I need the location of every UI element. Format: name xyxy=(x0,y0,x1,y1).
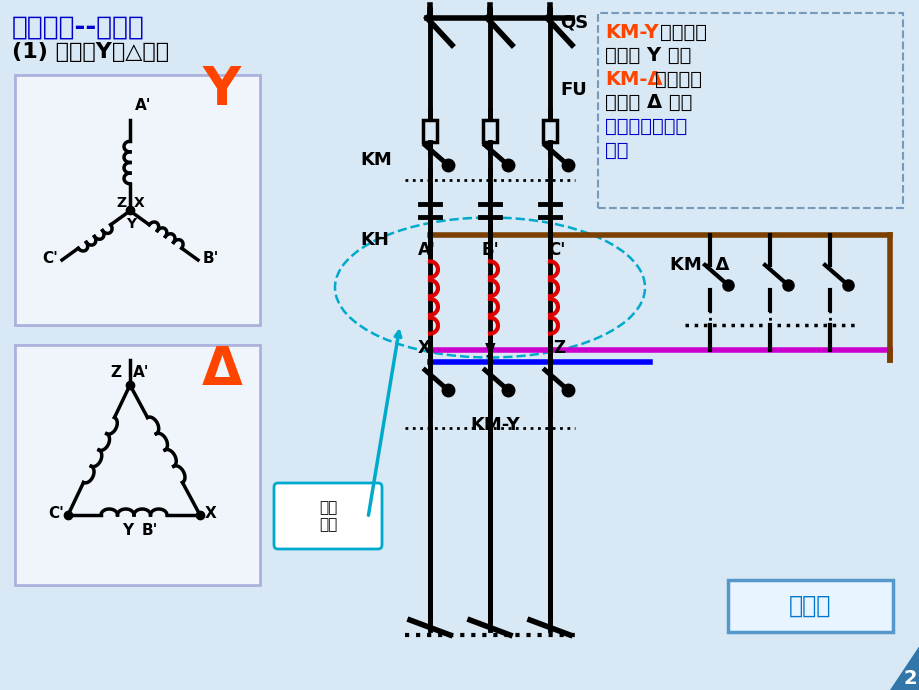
Text: KM- Δ: KM- Δ xyxy=(669,256,729,274)
Bar xyxy=(482,120,496,142)
Text: 但不允许同时闭: 但不允许同时闭 xyxy=(605,117,686,136)
Text: B': B' xyxy=(142,523,158,538)
Text: y: y xyxy=(484,339,495,357)
Bar xyxy=(423,120,437,142)
FancyBboxPatch shape xyxy=(15,345,260,585)
Text: 电机
绕组: 电机 绕组 xyxy=(319,500,336,532)
Text: B': B' xyxy=(203,251,219,266)
Text: Z: Z xyxy=(116,196,126,210)
Text: KM: KM xyxy=(359,151,391,169)
Text: 2: 2 xyxy=(902,669,916,687)
Text: (1) 电机的Y－△起动: (1) 电机的Y－△起动 xyxy=(12,42,169,62)
Text: 定时控制--举例：: 定时控制--举例： xyxy=(12,15,144,41)
Text: X: X xyxy=(134,196,144,210)
Text: QS: QS xyxy=(560,13,587,31)
FancyBboxPatch shape xyxy=(15,75,260,325)
Text: 机接成 Y 形；: 机接成 Y 形； xyxy=(605,46,690,65)
Text: Δ: Δ xyxy=(201,344,243,396)
Text: A': A' xyxy=(417,241,436,259)
Text: B': B' xyxy=(482,241,499,259)
Text: C': C' xyxy=(42,251,58,266)
Text: 合！: 合！ xyxy=(605,141,628,160)
Text: FU: FU xyxy=(560,81,586,99)
Text: X: X xyxy=(417,339,430,357)
Text: 主电路: 主电路 xyxy=(788,594,830,618)
FancyBboxPatch shape xyxy=(274,483,381,549)
FancyBboxPatch shape xyxy=(727,580,892,632)
Text: 闭合，电: 闭合，电 xyxy=(654,70,701,89)
Text: C': C' xyxy=(548,241,565,259)
Text: C': C' xyxy=(48,506,63,521)
Text: A': A' xyxy=(135,98,152,113)
Text: KM-Y: KM-Y xyxy=(470,416,519,434)
Text: KH: KH xyxy=(359,231,389,249)
Text: X: X xyxy=(205,506,217,521)
Text: Y: Y xyxy=(203,64,241,116)
Text: 闭合，电: 闭合，电 xyxy=(659,23,706,42)
Bar xyxy=(542,120,556,142)
Polygon shape xyxy=(889,645,919,690)
Text: Y: Y xyxy=(122,523,133,538)
Text: Z: Z xyxy=(110,365,121,380)
Text: Y: Y xyxy=(126,217,136,231)
Text: 机接成 Δ 形。: 机接成 Δ 形。 xyxy=(605,93,692,112)
Text: A': A' xyxy=(133,365,149,380)
FancyBboxPatch shape xyxy=(597,13,902,208)
Text: Z: Z xyxy=(552,339,564,357)
Text: KM-Δ: KM-Δ xyxy=(605,70,662,89)
Text: KM-Y: KM-Y xyxy=(605,23,658,42)
